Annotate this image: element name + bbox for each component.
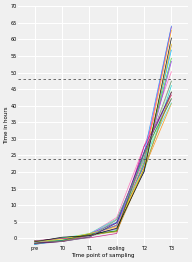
Y-axis label: Time in hours: Time in hours: [4, 107, 9, 144]
X-axis label: Time point of sampling: Time point of sampling: [71, 253, 135, 258]
